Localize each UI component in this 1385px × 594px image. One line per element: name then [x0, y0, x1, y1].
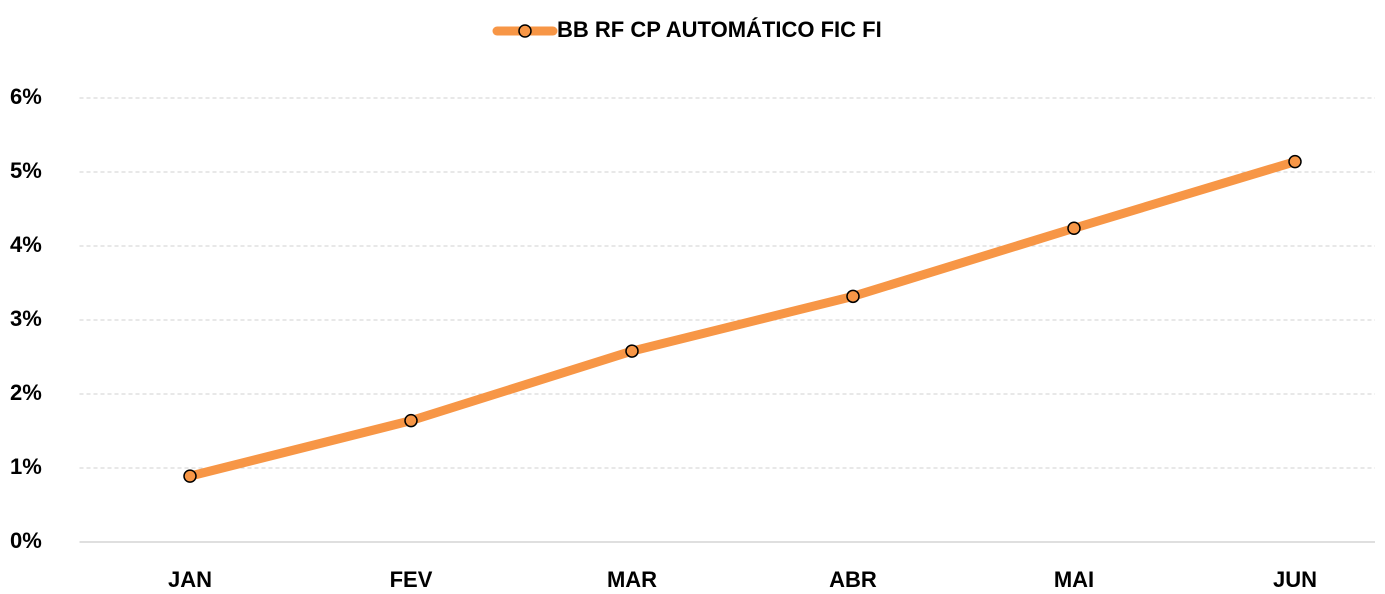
x-tick-label: MAR: [607, 567, 657, 592]
x-tick-label: ABR: [829, 567, 877, 592]
y-tick-label: 4%: [10, 232, 42, 257]
data-point: [1067, 221, 1081, 235]
x-tick-label: MAI: [1054, 567, 1094, 592]
legend-marker: [518, 24, 532, 38]
data-point: [625, 344, 639, 358]
data-point: [183, 469, 197, 483]
data-point: [404, 413, 418, 428]
series-line: [185, 157, 1300, 481]
x-tick-label: JUN: [1273, 567, 1317, 592]
y-tick-label: 1%: [10, 454, 42, 479]
y-tick-label: 2%: [10, 380, 42, 405]
legend-label: BB RF CP AUTOMÁTICO FIC FI: [557, 17, 882, 42]
y-tick-label: 0%: [10, 528, 42, 553]
x-tick-label: FEV: [390, 567, 433, 592]
x-tick-label: JAN: [168, 567, 212, 592]
y-tick-label: 6%: [10, 84, 42, 109]
y-tick-label: 5%: [10, 158, 42, 183]
data-point: [1288, 154, 1302, 169]
y-tick-label: 3%: [10, 306, 42, 331]
data-point: [846, 289, 860, 304]
